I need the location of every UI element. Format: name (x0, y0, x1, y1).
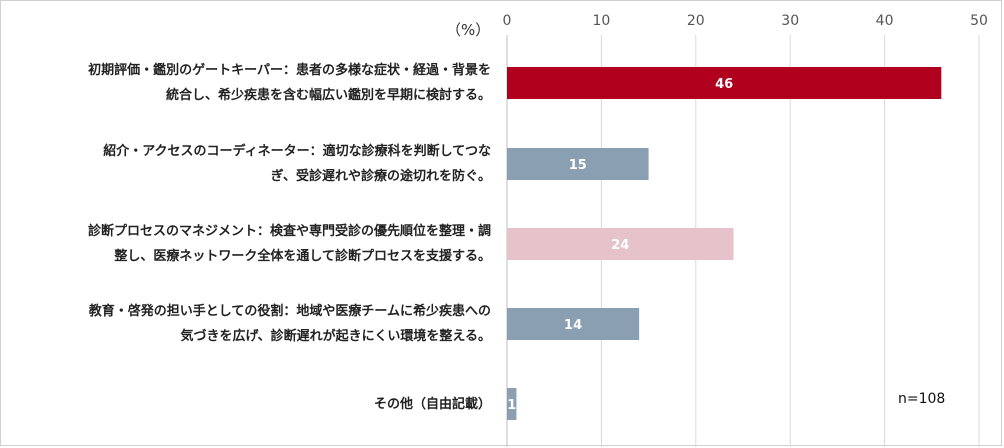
unit-label: （%） (446, 21, 491, 39)
x-tick-label: 20 (687, 13, 705, 29)
category-label-line: ぎ、受診遅れや診療の途切れを防ぐ。 (270, 169, 491, 184)
bar (507, 228, 734, 260)
x-tick-label: 10 (592, 13, 610, 29)
bar (507, 388, 517, 420)
bar (507, 67, 942, 99)
x-tick-label: 50 (970, 13, 988, 29)
category-label: 初期評価・鑑別のゲートキーパー：患者の多様な症状・経過・背景を統合し、希少疾患を… (88, 58, 491, 108)
category-label-line: 初期評価・鑑別のゲートキーパー：患者の多様な症状・経過・背景を (88, 63, 491, 78)
category-label-line: 教育・啓発の担い手としての役割：地域や医療チームに希少疾患への (88, 304, 491, 319)
x-tick-label: 0 (503, 13, 512, 29)
bar (507, 308, 640, 340)
x-tick-label: 40 (876, 13, 894, 29)
category-label-line: 整し、医療ネットワーク全体を通して診断プロセスを支援する。 (114, 249, 491, 264)
category-label: 教育・啓発の担い手としての役割：地域や医療チームに希少疾患への気づきを広げ、診断… (89, 299, 491, 349)
category-label-line: 統合し、希少疾患を含む幅広い鑑別を早期に検討する。 (165, 88, 491, 103)
category-label-line: 紹介・アクセスのコーディネーター：適切な診療科を判断してつな (103, 144, 491, 159)
data-label: 15 (569, 158, 587, 173)
data-label: 14 (564, 318, 582, 333)
sample-size-label: n=108 (898, 391, 946, 407)
data-label: 24 (611, 238, 629, 253)
category-label: 診断プロセスのマネジメント：検査や専門受診の優先順位を整理・調整し、医療ネットワ… (88, 219, 491, 269)
bar (507, 148, 649, 180)
data-label: 1 (507, 398, 516, 413)
data-label: 46 (715, 77, 733, 92)
category-label: 紹介・アクセスのコーディネーター：適切な診療科を判断してつなぎ、受診遅れや診療の… (103, 139, 491, 189)
category-label: その他（自由記載） (374, 392, 491, 417)
category-label-line: その他（自由記載） (373, 396, 491, 412)
category-label-line: 診断プロセスのマネジメント：検査や専門受診の優先順位を整理・調 (87, 224, 491, 239)
category-label-line: 気づきを広げ、診断遅れが起きにくい環境を整える。 (180, 329, 491, 344)
x-tick-label: 30 (781, 13, 799, 29)
